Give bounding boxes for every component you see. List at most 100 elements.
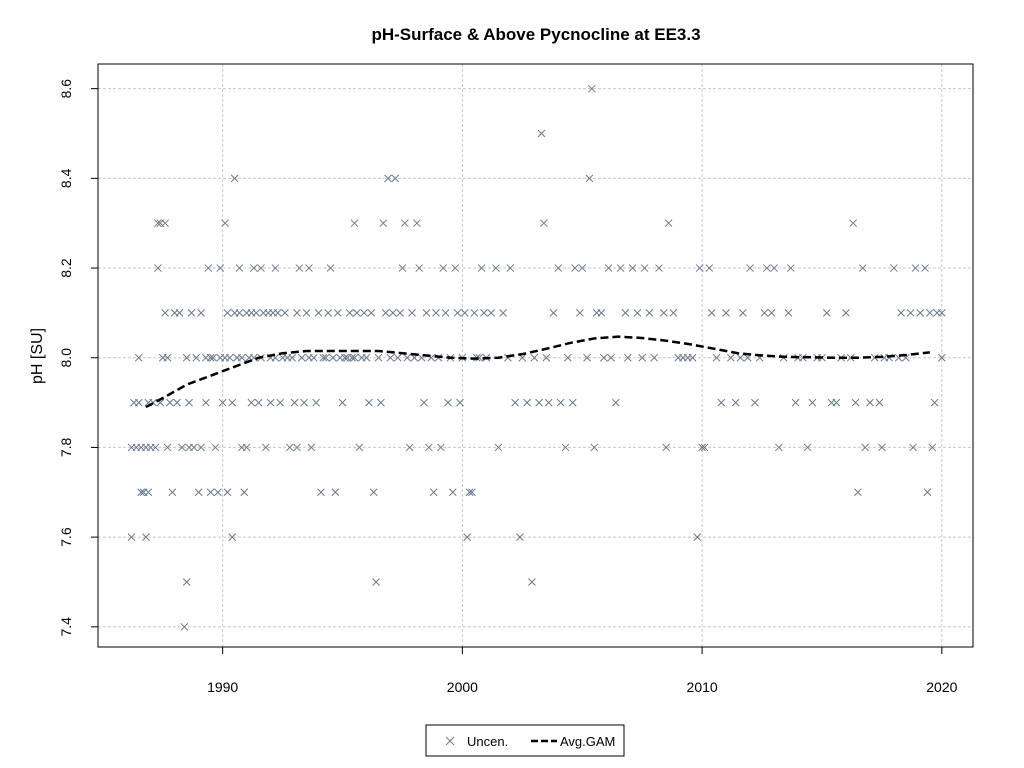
data-point [911,264,920,272]
data-point [273,309,282,317]
data-point [319,353,328,362]
y-axis-label: pH [SU] [29,328,46,384]
data-point [832,398,841,407]
data-point [760,309,769,317]
data-point [309,353,318,362]
data-point [350,219,359,228]
data-point [209,353,217,362]
y-tick-label: 8.6 [58,79,74,99]
data-point [400,219,409,228]
data-point [463,533,472,541]
data-point [470,309,479,317]
data-point [477,264,486,272]
data-point [736,353,745,362]
data-point [705,264,714,272]
y-tick-label: 7.6 [58,527,74,547]
data-point [542,353,551,362]
data-point [348,353,356,362]
data-point [252,309,261,317]
data-point [307,443,316,452]
data-point [528,578,536,586]
data-point [767,309,776,317]
scatter-points [127,84,946,631]
data-point [890,264,898,272]
data-point [731,398,740,407]
y-tick-label: 8.2 [58,258,74,278]
data-point [537,129,546,138]
data-point [511,398,519,407]
data-point [302,309,311,317]
data-point [638,353,647,362]
data-point [168,488,177,497]
data-point [727,353,735,362]
x-tick-label: 2010 [687,679,718,695]
legend: Uncen. Avg.GAM [425,724,625,757]
data-point [202,398,210,407]
data-point [314,309,323,317]
data-point [290,398,299,407]
data-point [379,219,388,228]
data-point [389,309,397,317]
data-point [432,309,440,317]
data-point [897,309,905,317]
data-point [197,309,205,317]
data-point [374,353,383,362]
data-point [341,353,349,362]
data-point [355,443,364,452]
data-point [923,488,932,497]
data-point [237,353,246,362]
data-point [221,219,229,228]
data-point [561,443,570,452]
data-point [590,443,599,452]
data-point [717,398,726,407]
data-point [412,219,421,228]
data-point [163,443,172,452]
data-point [774,443,783,452]
data-point [161,219,169,228]
data-point [851,398,860,407]
data-point [784,309,793,317]
data-point [928,443,937,452]
data-point [870,353,879,362]
y-tick-label: 8.0 [58,348,74,368]
data-point [698,443,706,452]
data-point [607,353,615,362]
data-point [585,174,594,183]
data-point [655,264,663,272]
data-point [391,174,400,183]
data-point [396,309,404,317]
data-point [182,353,191,362]
x-tick-label: 2020 [926,679,957,695]
data-point [878,443,886,452]
data-point [242,443,251,452]
data-point [875,398,884,407]
data-point [633,309,642,317]
data-point [384,174,392,183]
data-point [597,309,606,317]
data-point [345,309,354,317]
data-point [154,264,162,272]
data-point [154,219,162,228]
plot-frame [97,63,974,648]
data-point [197,443,205,452]
data-point [604,264,613,272]
data-point [362,353,371,362]
data-point [377,398,385,407]
data-point [909,443,917,452]
data-point [599,353,608,362]
data-point [175,309,184,317]
data-point [228,398,237,407]
data-point [465,488,474,497]
data-point [623,353,632,362]
data-point [448,488,457,497]
data-point [173,398,181,407]
data-point [127,533,136,541]
data-point [456,398,464,407]
data-point [324,309,332,317]
data-point [568,398,577,407]
data-point [254,398,263,407]
data-point [297,353,306,362]
data-point [739,309,747,317]
data-point [436,443,445,452]
data-point [564,353,572,362]
